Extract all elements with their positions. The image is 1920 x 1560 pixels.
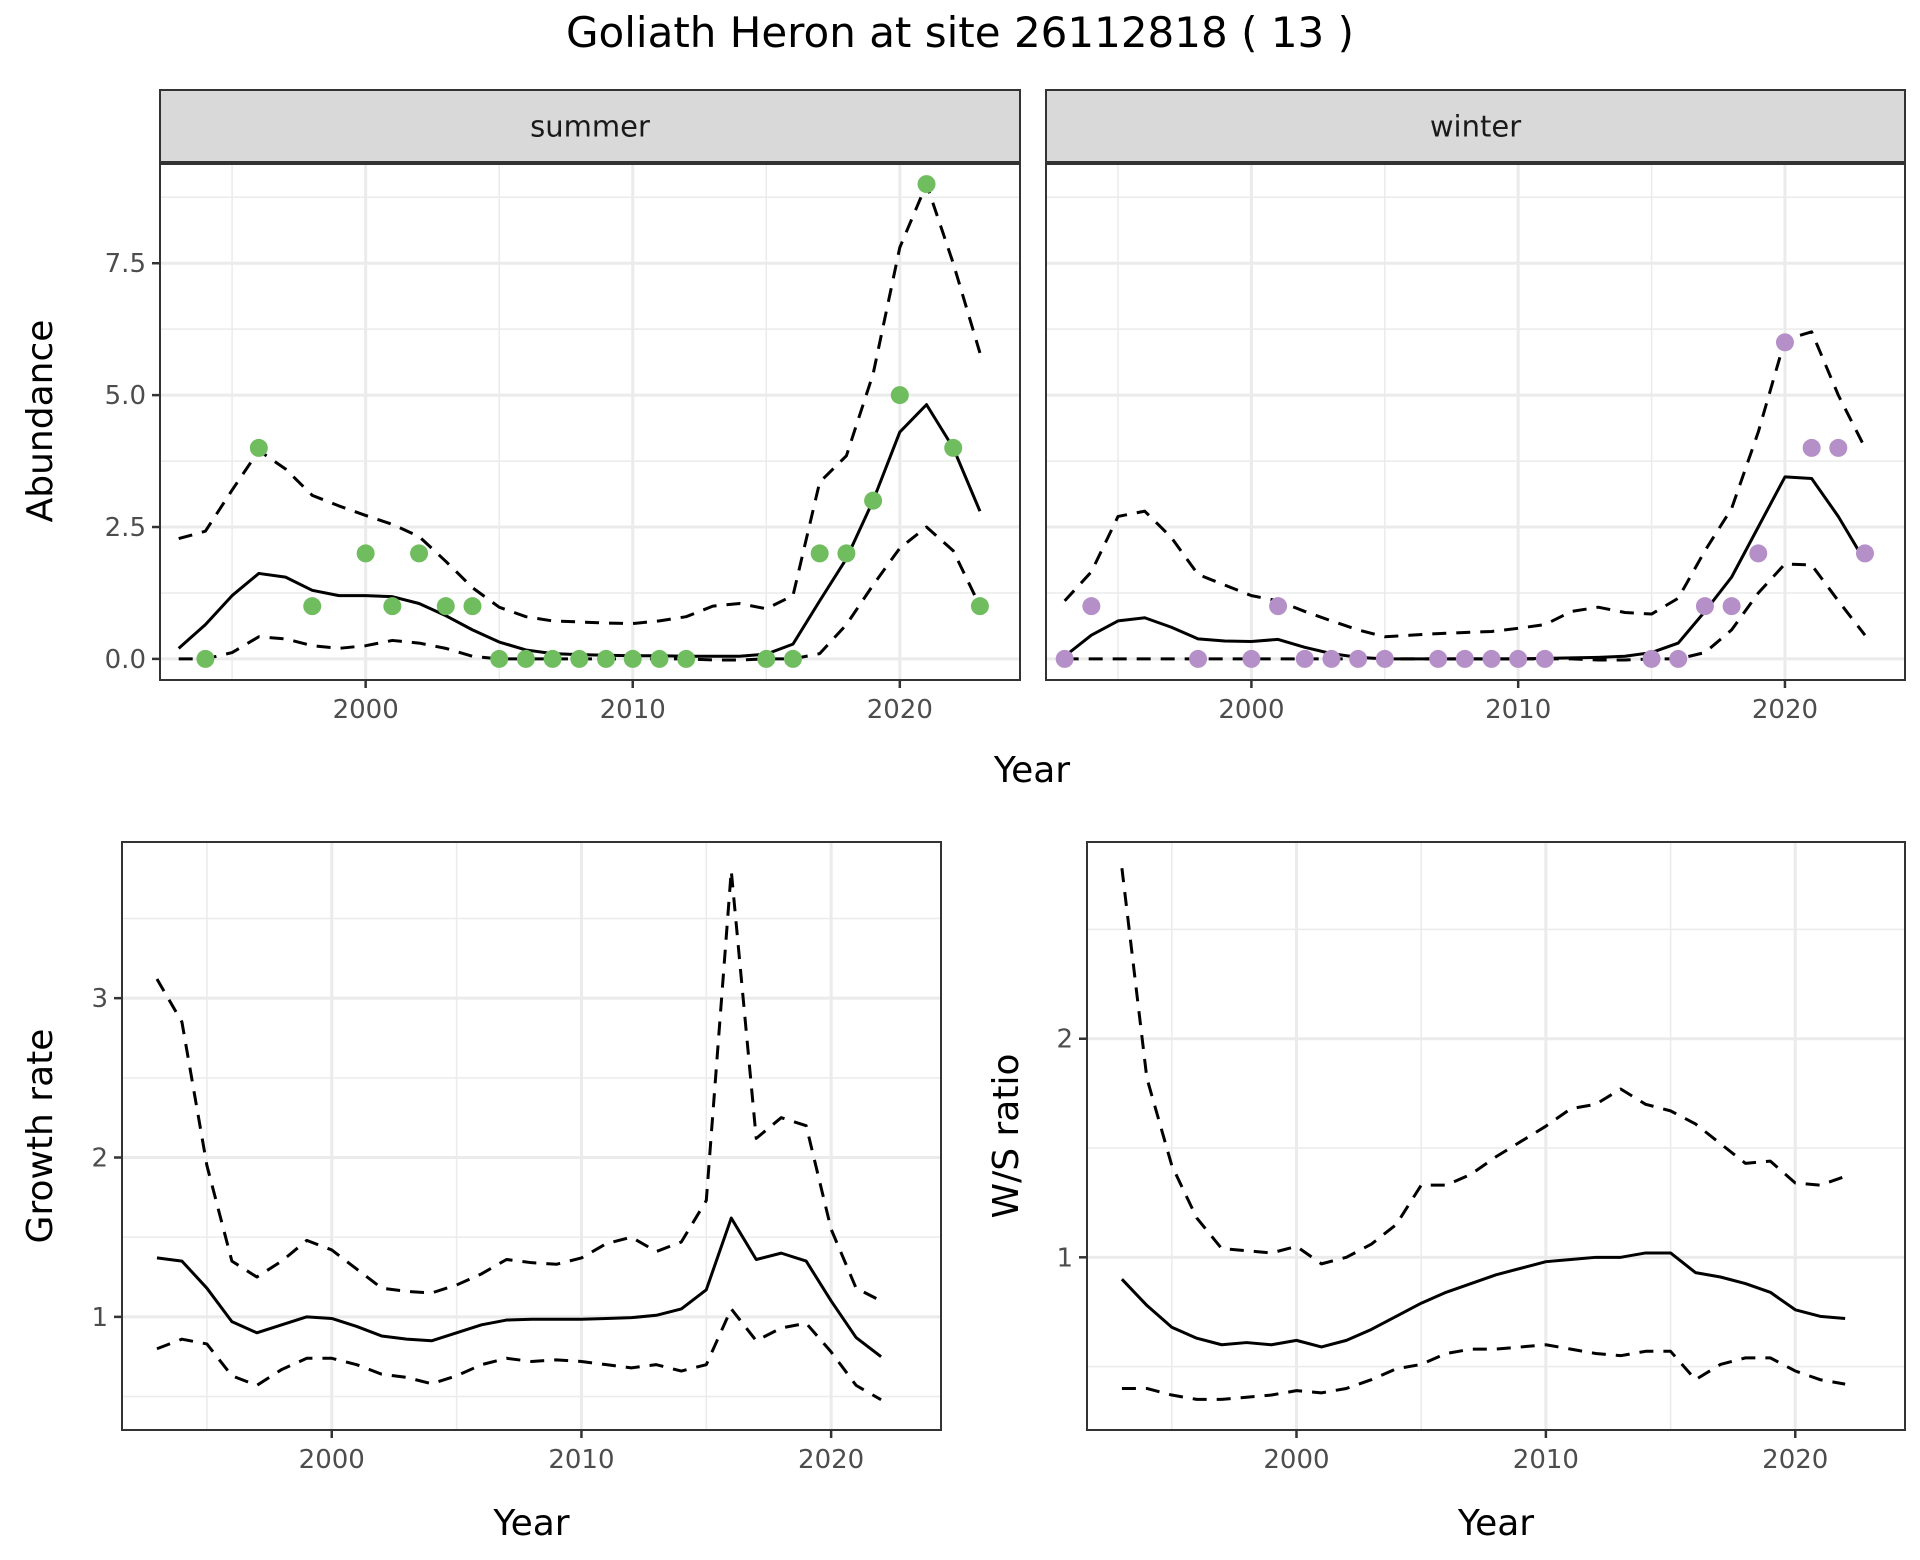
- x-tick-label: 2020: [867, 695, 933, 725]
- series-line-upper: [178, 182, 982, 626]
- y-tick-label: 7.5: [105, 249, 146, 279]
- facet-strip: [1045, 89, 1906, 164]
- panel-summer: [152, 89, 1021, 688]
- data-point: [623, 649, 642, 668]
- panel-border: [1086, 841, 1906, 1431]
- panel-ws_ratio: [1079, 841, 1906, 1438]
- series-line-upper: [1120, 868, 1846, 1266]
- x-tick-label: 2000: [1218, 695, 1284, 725]
- data-point: [1322, 649, 1341, 668]
- x-axis-title-top: Year: [993, 750, 1070, 791]
- data-point: [837, 544, 856, 563]
- data-point: [1269, 597, 1288, 616]
- y-axis-title: Growth rate: [20, 1029, 61, 1244]
- data-point: [436, 597, 455, 616]
- data-point: [1775, 333, 1794, 352]
- data-point: [1695, 597, 1714, 616]
- y-axis-title: Abundance: [20, 320, 61, 523]
- x-tick-label: 2010: [1485, 695, 1551, 725]
- x-axis-title: Year: [1457, 1503, 1534, 1544]
- data-point: [196, 649, 215, 668]
- x-tick-label: 2000: [1263, 1445, 1329, 1475]
- data-point: [1375, 649, 1394, 668]
- series-line-estimate: [1120, 1251, 1846, 1349]
- y-tick-label: 2.5: [105, 513, 146, 543]
- x-tick-label: 2020: [798, 1445, 864, 1475]
- panel-border: [121, 841, 942, 1431]
- x-tick-label: 2010: [600, 695, 666, 725]
- panel-growth: [114, 841, 942, 1438]
- data-point: [383, 597, 402, 616]
- y-tick-label: 0.0: [105, 645, 146, 675]
- y-tick-label: 1: [1056, 1243, 1073, 1273]
- data-point: [597, 649, 616, 668]
- data-point: [1349, 649, 1368, 668]
- data-point: [944, 438, 963, 457]
- x-tick-label: 2020: [1752, 695, 1818, 725]
- data-point: [516, 649, 535, 668]
- data-point: [810, 544, 829, 563]
- data-point: [1482, 649, 1501, 668]
- plot-background: [160, 163, 1020, 680]
- chart-title: Goliath Heron at site 26112818 ( 13 ): [566, 8, 1354, 57]
- x-tick-label: 2010: [1513, 1445, 1579, 1475]
- facet-strip-label: summer: [530, 110, 650, 144]
- series-line-lower: [156, 1307, 882, 1402]
- plot-background: [1087, 842, 1905, 1430]
- series-line-estimate: [156, 1216, 882, 1358]
- x-tick-label: 2010: [548, 1445, 614, 1475]
- y-tick-label: 2: [1056, 1025, 1073, 1055]
- data-point: [1055, 649, 1074, 668]
- series-line-upper: [1063, 330, 1867, 639]
- data-point: [570, 649, 589, 668]
- data-point: [1535, 649, 1554, 668]
- series-line-lower: [1121, 1343, 1846, 1401]
- data-point: [543, 649, 562, 668]
- data-point: [1242, 649, 1261, 668]
- data-point: [1455, 649, 1474, 668]
- data-point: [1509, 649, 1528, 668]
- data-point: [650, 649, 669, 668]
- data-point: [864, 491, 883, 510]
- data-point: [1642, 649, 1661, 668]
- data-point: [757, 649, 776, 668]
- y-tick-label: 3: [91, 984, 108, 1014]
- plot-background: [122, 842, 941, 1430]
- data-point: [249, 438, 268, 457]
- panel-winter: [1045, 89, 1906, 688]
- x-tick-label: 2020: [1762, 1445, 1828, 1475]
- y-tick-label: 2: [91, 1144, 108, 1174]
- plot-background: [1046, 163, 1905, 680]
- x-tick-label: 2000: [333, 695, 399, 725]
- x-tick-label: 2000: [299, 1445, 365, 1475]
- data-point: [410, 544, 429, 563]
- data-point: [1749, 544, 1768, 563]
- data-point: [970, 597, 989, 616]
- y-axis-title: W/S ratio: [986, 1053, 1027, 1218]
- data-point: [1429, 649, 1448, 668]
- data-point: [1189, 649, 1208, 668]
- data-point: [890, 386, 909, 405]
- data-point: [1669, 649, 1688, 668]
- data-point: [490, 649, 509, 668]
- data-point: [917, 175, 936, 194]
- y-tick-label: 5.0: [105, 381, 146, 411]
- data-point: [356, 544, 375, 563]
- data-point: [1802, 438, 1821, 457]
- data-point: [463, 597, 482, 616]
- data-point: [1829, 438, 1848, 457]
- data-point: [677, 649, 696, 668]
- series-line-upper: [155, 869, 882, 1303]
- data-point: [1295, 649, 1314, 668]
- facet-strip-label: winter: [1430, 110, 1521, 144]
- x-axis-title: Year: [492, 1503, 569, 1544]
- data-point: [1722, 597, 1741, 616]
- data-point: [783, 649, 802, 668]
- data-point: [1082, 597, 1101, 616]
- data-point: [1855, 544, 1874, 563]
- data-point: [303, 597, 322, 616]
- y-tick-label: 1: [91, 1303, 108, 1333]
